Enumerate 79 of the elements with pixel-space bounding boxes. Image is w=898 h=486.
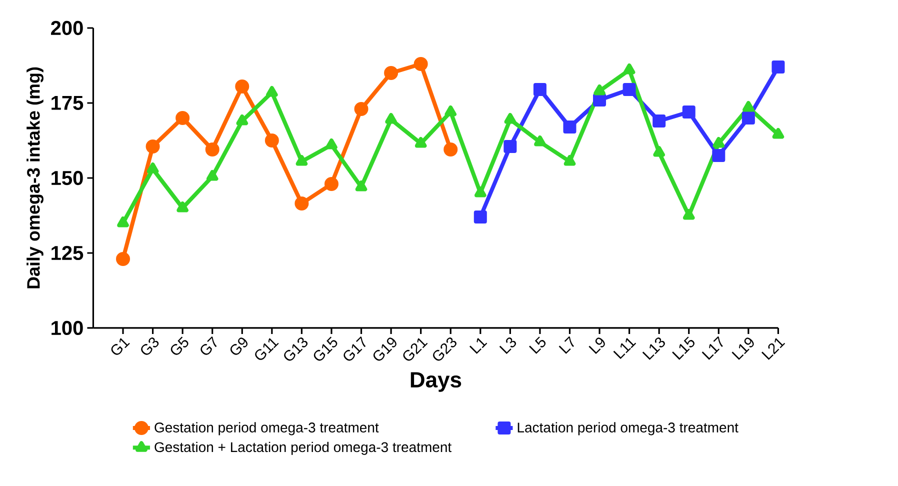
point bbox=[533, 82, 546, 96]
point bbox=[116, 252, 130, 266]
point bbox=[444, 105, 457, 116]
point bbox=[294, 196, 309, 210]
point bbox=[296, 154, 308, 166]
x-tick-label: G1 bbox=[111, 338, 130, 355]
point bbox=[712, 148, 726, 162]
point bbox=[682, 105, 696, 118]
point bbox=[594, 84, 606, 96]
point bbox=[117, 216, 129, 228]
point bbox=[236, 114, 248, 126]
point bbox=[652, 114, 666, 128]
point bbox=[385, 112, 397, 124]
point bbox=[772, 128, 784, 139]
point bbox=[176, 201, 188, 212]
point bbox=[326, 138, 338, 150]
x-tick-label: L3 bbox=[499, 337, 516, 354]
y-tick-label: 125 bbox=[52, 246, 84, 260]
point bbox=[474, 210, 487, 224]
x-tick-label: G21 bbox=[403, 338, 428, 361]
point bbox=[742, 100, 754, 112]
point bbox=[324, 176, 338, 191]
x-tick-label: L1 bbox=[469, 338, 488, 354]
point bbox=[474, 186, 486, 198]
x-tick-label: G19 bbox=[373, 338, 396, 361]
point bbox=[355, 180, 368, 192]
legend-label: Lactation period omega-3 treatment bbox=[518, 422, 738, 436]
x-tick-label: G15 bbox=[314, 336, 338, 361]
point bbox=[205, 142, 220, 156]
point bbox=[146, 139, 160, 154]
point bbox=[235, 79, 250, 94]
point bbox=[414, 136, 427, 148]
x-tick-label: G13 bbox=[284, 337, 308, 361]
legend-label: Gestation + Lactation period omega-3 treatment bbox=[154, 442, 452, 455]
y-tick-label: 100 bbox=[52, 320, 83, 336]
point bbox=[682, 208, 695, 220]
x-tick-label: L17 bbox=[702, 336, 723, 360]
point bbox=[712, 136, 725, 148]
point bbox=[444, 142, 458, 156]
x-tick-label: L9 bbox=[588, 338, 605, 354]
x-tick-label: G9 bbox=[230, 338, 248, 355]
x-tick-label: G23 bbox=[433, 337, 456, 361]
x-tick-label: G11 bbox=[255, 338, 279, 360]
x-tick-label: G17 bbox=[344, 336, 366, 361]
x-tick-label: G3 bbox=[141, 337, 159, 355]
x-tick-label: L5 bbox=[529, 336, 546, 354]
point bbox=[264, 133, 279, 148]
point bbox=[504, 112, 516, 124]
x-tick-label: L15 bbox=[672, 336, 694, 360]
point bbox=[593, 93, 606, 106]
point bbox=[206, 170, 218, 181]
point bbox=[653, 146, 665, 157]
point bbox=[414, 56, 428, 71]
x-axis-title: Days bbox=[410, 372, 462, 392]
point bbox=[563, 120, 576, 134]
point bbox=[622, 82, 636, 96]
x-tick-label: G7 bbox=[200, 336, 217, 355]
y-tick-label: 175 bbox=[52, 96, 84, 110]
point bbox=[623, 63, 636, 74]
x-tick-label: L7 bbox=[558, 336, 574, 354]
point bbox=[772, 60, 785, 74]
point bbox=[354, 102, 368, 116]
y-tick-label: 200 bbox=[51, 20, 83, 36]
y-tick-label: 150 bbox=[52, 170, 83, 186]
x-tick-label: G5 bbox=[170, 336, 188, 355]
point bbox=[564, 154, 576, 166]
y-axis-title: Daily omega-3 intake (mg) bbox=[26, 67, 44, 288]
point bbox=[266, 86, 278, 97]
point bbox=[534, 135, 546, 146]
point bbox=[742, 111, 755, 124]
point bbox=[504, 140, 517, 153]
point bbox=[176, 110, 190, 125]
x-tick-label: L13 bbox=[642, 337, 665, 360]
point bbox=[146, 162, 159, 174]
legend-label: Gestation period omega-3 treatment bbox=[154, 422, 379, 436]
x-tick-label: L11 bbox=[613, 338, 636, 360]
x-tick-label: L19 bbox=[732, 338, 754, 360]
point bbox=[384, 66, 398, 80]
x-tick-label: L21 bbox=[761, 338, 786, 360]
